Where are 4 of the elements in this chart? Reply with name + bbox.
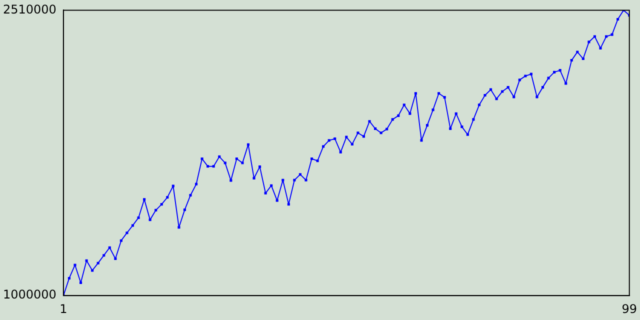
x-tick-label: 1 bbox=[60, 302, 68, 316]
x-tick-label: 99 bbox=[622, 302, 638, 316]
y-tick-label: 2510000 bbox=[2, 2, 56, 16]
y-tick-label: 1000000 bbox=[2, 288, 56, 302]
